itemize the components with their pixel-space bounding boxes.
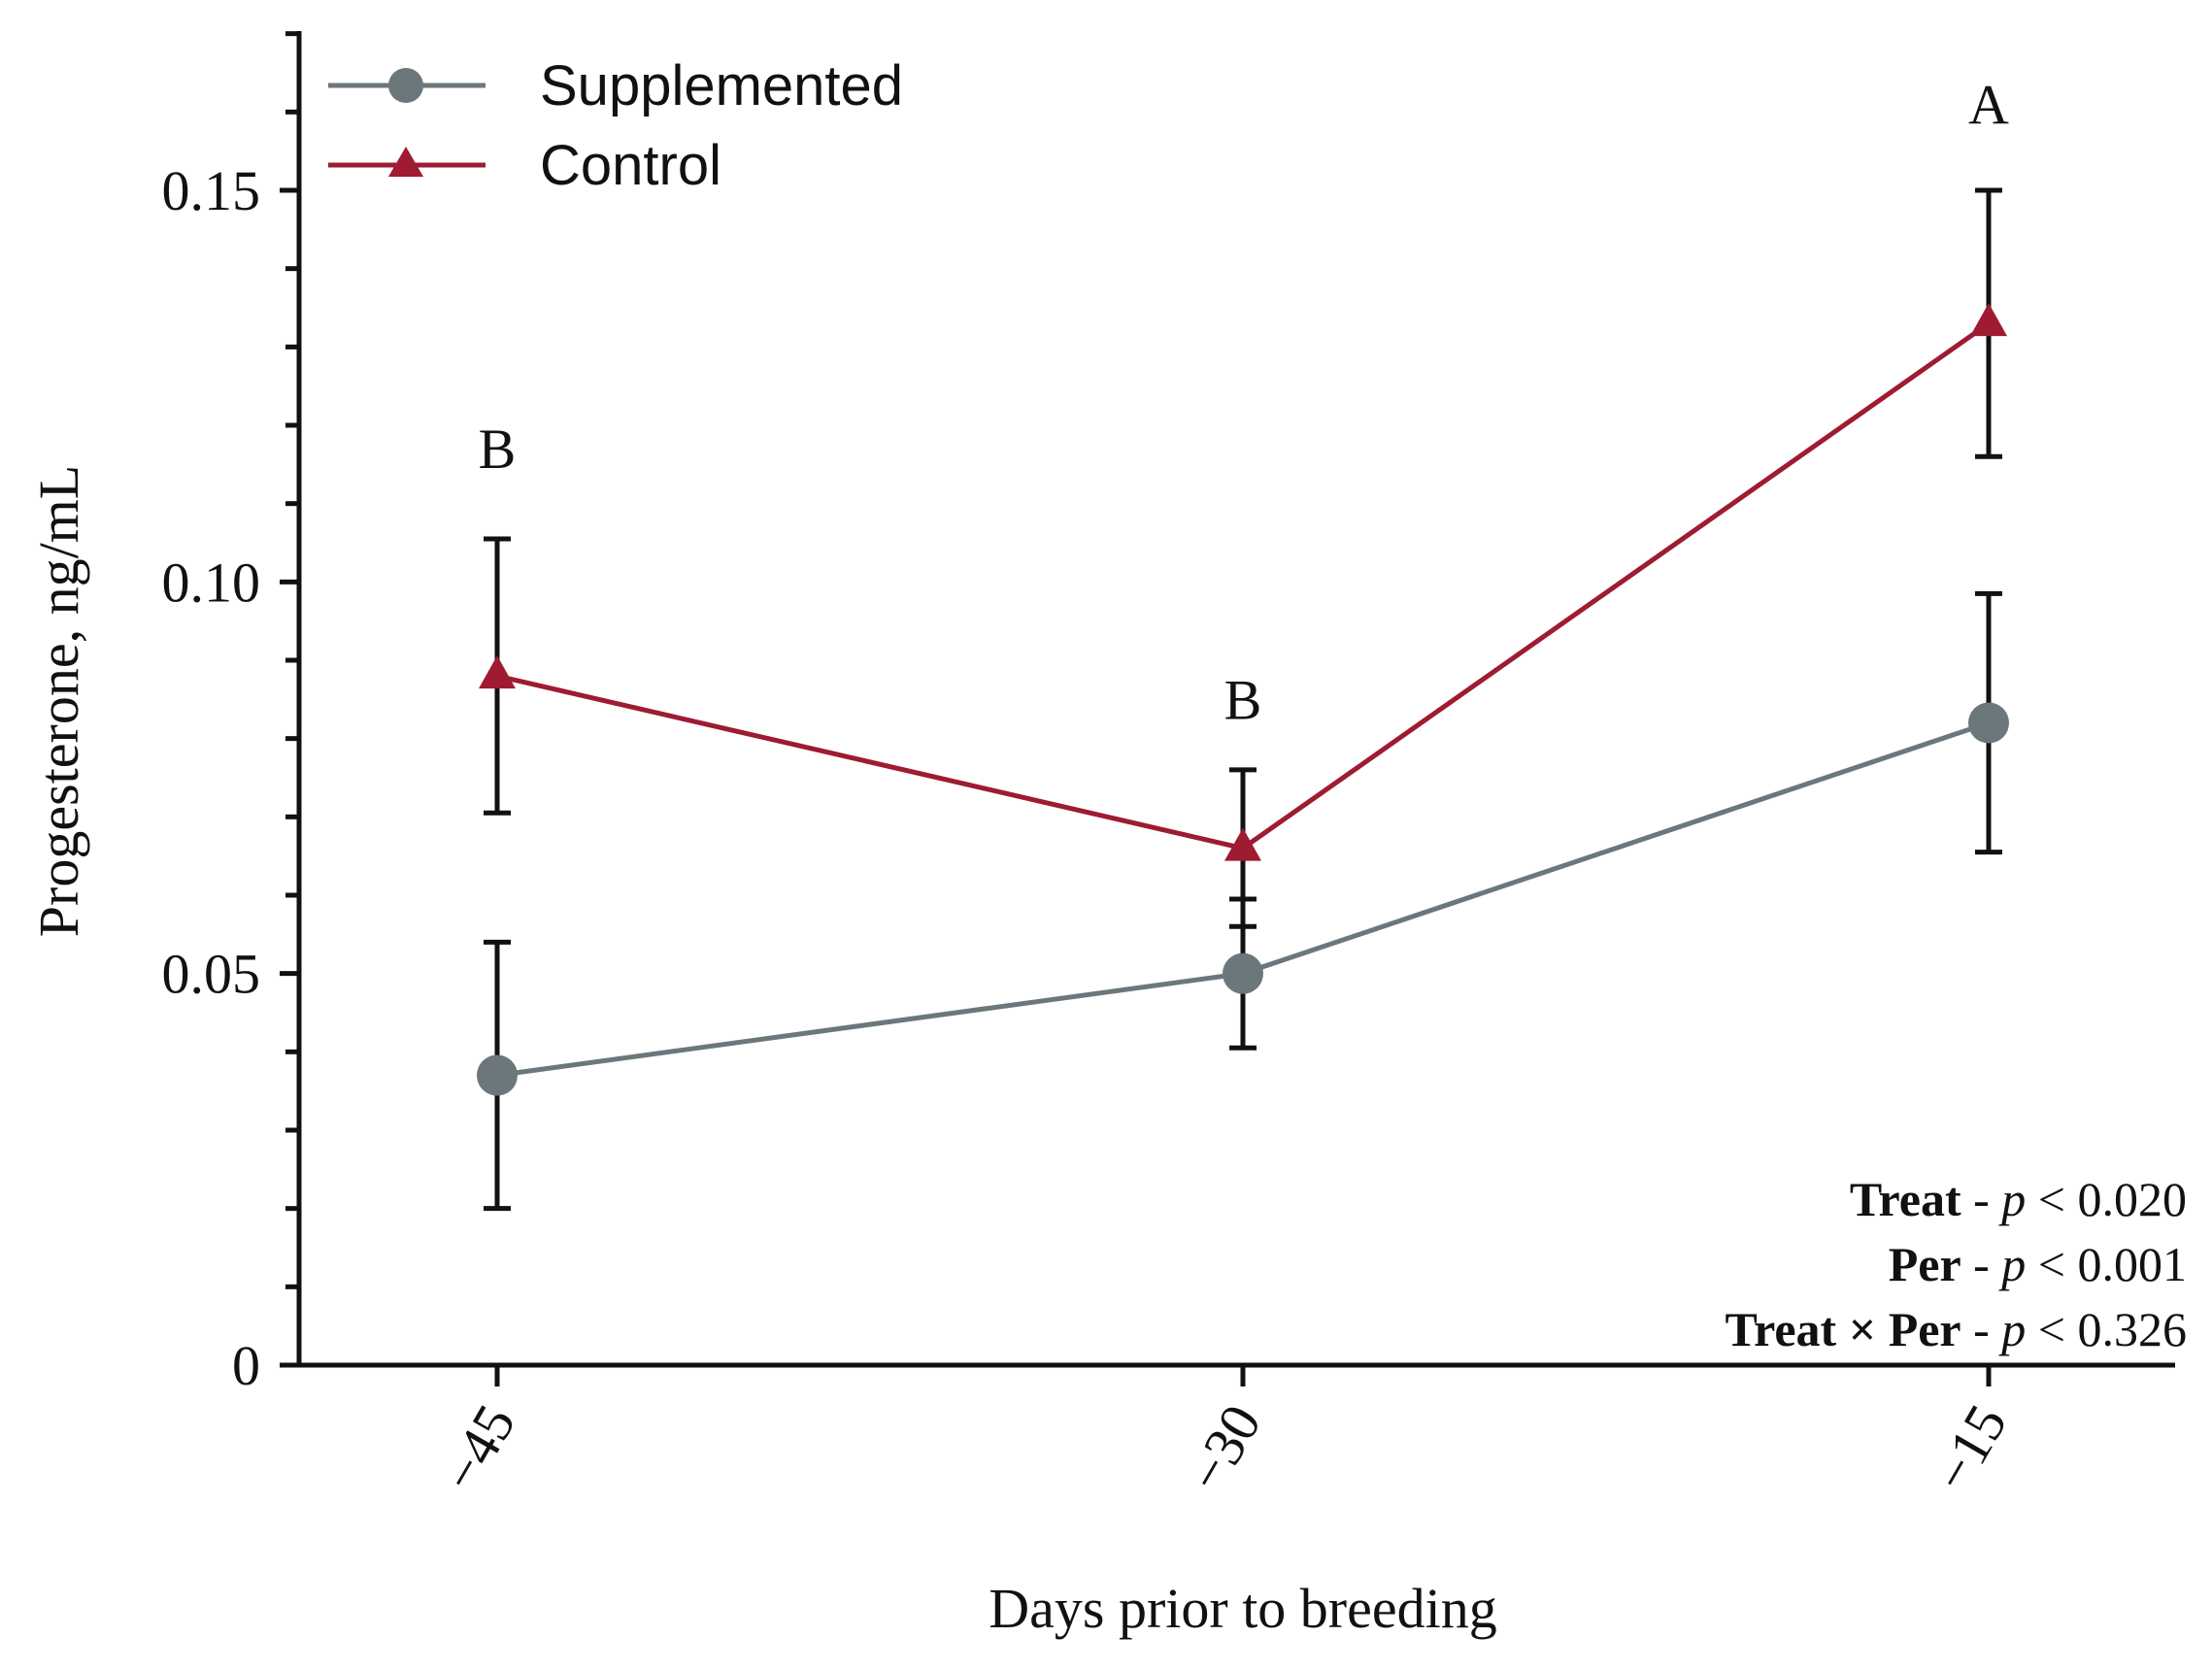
data-point-supplemented [477, 1054, 518, 1096]
legend-marker-supplemented [388, 68, 423, 103]
stat-line-treat: Treat - p < 0.020 [1850, 1172, 2187, 1226]
x-tick-label: −15 [1921, 1394, 2020, 1502]
data-point-control [479, 655, 516, 689]
data-point-control [1970, 303, 2007, 337]
x-axis-title: Days prior to breeding [989, 1577, 1496, 1640]
y-axis-title: Progesterone, ng/mL [27, 465, 90, 937]
y-tick-label: 0.15 [162, 159, 261, 222]
legend-label-control: Control [540, 134, 721, 197]
y-tick-label: 0.05 [162, 943, 261, 1006]
significance-letter: B [1224, 668, 1262, 731]
x-tick-label: −30 [1175, 1394, 1274, 1502]
legend-label-supplemented: Supplemented [540, 54, 903, 117]
stat-line-interaction: Treat × Per - p < 0.326 [1725, 1302, 2187, 1356]
significance-letter: B [479, 418, 517, 481]
x-tick-label: −45 [429, 1394, 528, 1502]
data-point-supplemented [1223, 952, 1263, 994]
y-tick-label: 0 [232, 1334, 260, 1397]
data-point-supplemented [1968, 702, 2009, 744]
significance-letter: A [1968, 73, 2009, 136]
series-layer [477, 187, 2009, 1212]
statistics-annotation: Treat - p < 0.020 Per - p < 0.001 Treat … [1725, 1172, 2187, 1356]
data-point-control [1224, 827, 1261, 861]
series-supplemented [477, 590, 2009, 1212]
legend: Supplemented Control [328, 54, 903, 197]
series-control [479, 187, 2007, 929]
legend-marker-control [388, 147, 423, 177]
y-tick-label: 0.10 [162, 551, 261, 614]
stat-line-per: Per - p < 0.001 [1889, 1237, 2187, 1291]
y-ticks: 0 0.05 0.10 0.15 [162, 31, 299, 1397]
axes: 0 0.05 0.10 0.15 −45 −30 −15 [162, 31, 2175, 1502]
x-ticks: −45 −30 −15 [429, 1365, 2020, 1502]
significance-letters: B B A [479, 73, 2009, 731]
